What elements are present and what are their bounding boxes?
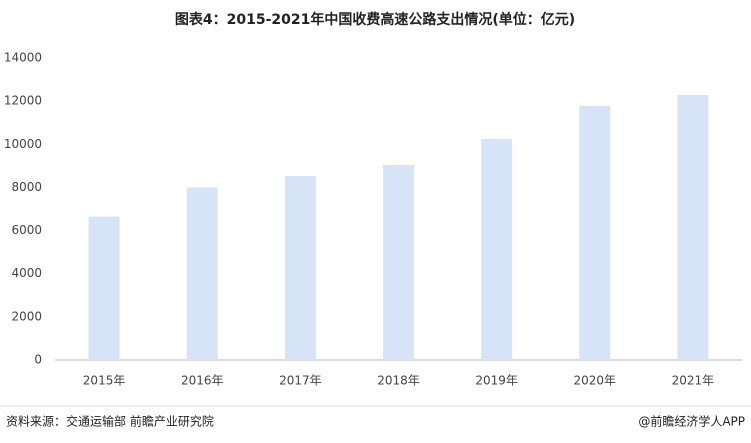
x-tick-label: 2017年 xyxy=(279,374,322,388)
bar xyxy=(677,94,709,361)
bar xyxy=(186,187,218,360)
y-tick-label: 10000 xyxy=(4,137,42,151)
y-tick-label: 8000 xyxy=(11,180,42,194)
bar xyxy=(284,175,316,360)
y-tick-label: 2000 xyxy=(11,309,42,323)
bar xyxy=(383,164,414,360)
x-tick-label: 2020年 xyxy=(574,374,617,388)
bar xyxy=(481,139,513,360)
y-tick-label: 4000 xyxy=(11,266,42,280)
x-tick-label: 2021年 xyxy=(672,374,715,388)
x-tick-label: 2016年 xyxy=(181,374,224,388)
y-tick-label: 12000 xyxy=(4,94,42,108)
source: 资料来源：交通运输部 前瞻产业研究院 xyxy=(6,414,214,429)
bar xyxy=(88,216,120,360)
x-tick-label: 2015年 xyxy=(83,374,126,388)
y-tick-label: 6000 xyxy=(11,223,42,237)
bar xyxy=(579,105,611,360)
x-tick-label: 2018年 xyxy=(377,374,420,388)
y-tick-label: 0 xyxy=(34,353,42,367)
credit: @前瞻经济学人APP xyxy=(638,414,745,429)
chart-title: 图表4：2015-2021年中国收费高速公路支出情况(单位：亿元) xyxy=(175,11,575,28)
y-tick-label: 14000 xyxy=(4,51,42,65)
x-tick-label: 2019年 xyxy=(475,374,518,388)
